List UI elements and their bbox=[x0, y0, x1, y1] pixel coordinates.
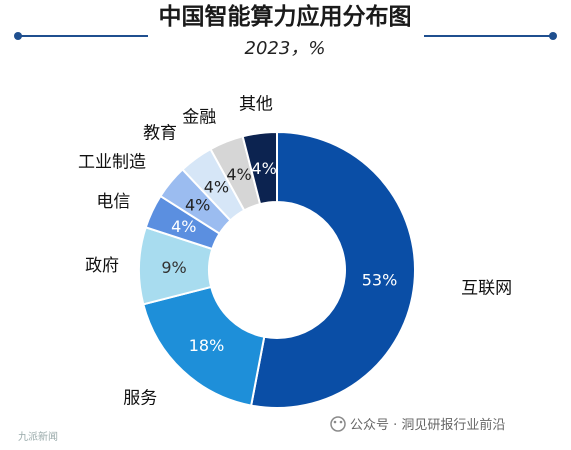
slice-7 bbox=[241, 130, 278, 206]
percent-label-3: 4% bbox=[171, 217, 196, 236]
category-label-3: 电信 bbox=[96, 192, 130, 212]
chart-subtitle: 2023，% bbox=[245, 38, 326, 59]
wechat-icon bbox=[330, 416, 346, 432]
category-label-0: 互联网 bbox=[461, 278, 512, 298]
category-label-2: 政府 bbox=[85, 256, 119, 276]
watermark-left-text: 九派新闻 bbox=[18, 430, 58, 443]
header-decoration bbox=[14, 32, 557, 40]
percent-label-5: 4% bbox=[204, 178, 229, 197]
header-dot-left bbox=[14, 32, 22, 40]
wechat-icon-dot bbox=[333, 420, 337, 424]
category-label-7: 其他 bbox=[239, 94, 273, 114]
percent-label-0: 53% bbox=[362, 271, 398, 290]
percent-labels: 53%18%9%4%4%4%4% 4% bbox=[161, 159, 397, 355]
category-label-6: 金融 bbox=[182, 108, 216, 128]
percent-label-2: 9% bbox=[161, 258, 186, 277]
wechat-icon-dot-2 bbox=[339, 420, 343, 424]
chart-title: 中国智能算力应用分布图 bbox=[159, 3, 412, 30]
category-label-4: 工业制造 bbox=[78, 153, 146, 173]
percent-label-4: 4% bbox=[185, 195, 210, 214]
donut-slices bbox=[138, 130, 416, 409]
header-dot-right bbox=[549, 32, 557, 40]
percent-label-7: 4% bbox=[251, 159, 276, 178]
percent-label-1: 18% bbox=[189, 336, 225, 355]
slice-0 bbox=[249, 130, 416, 409]
category-label-5: 教育 bbox=[143, 123, 177, 143]
watermark: 公众号 · 洞见研报行业前沿 九派新闻 bbox=[18, 416, 505, 443]
watermark-text: 公众号 · 洞见研报行业前沿 bbox=[350, 417, 505, 433]
percent-label-6: 4% bbox=[226, 165, 251, 184]
category-label-1: 服务 bbox=[123, 389, 157, 409]
